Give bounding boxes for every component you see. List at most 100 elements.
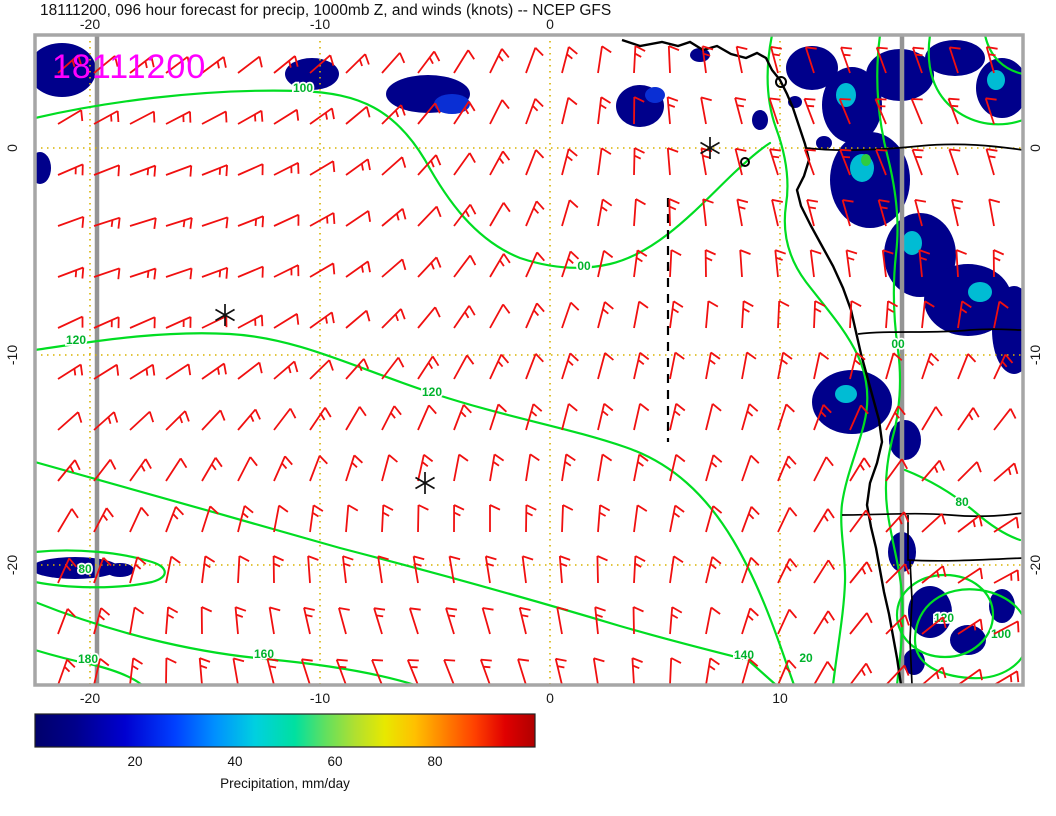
wind-barb bbox=[57, 508, 79, 533]
wind-barb bbox=[273, 213, 300, 227]
wind-barb bbox=[849, 352, 866, 380]
wind-barb bbox=[273, 108, 300, 125]
wind-barb bbox=[771, 198, 783, 227]
precip-patch bbox=[889, 420, 921, 460]
wind-barb bbox=[596, 555, 608, 584]
wind-barb bbox=[813, 559, 836, 584]
wind-barb bbox=[921, 565, 947, 584]
wind-barb bbox=[914, 199, 927, 227]
island-bioko bbox=[775, 76, 787, 88]
wind-barb bbox=[736, 198, 749, 227]
wind-barb bbox=[633, 147, 645, 176]
wind-barb bbox=[381, 405, 402, 431]
contour-label: 120 bbox=[422, 385, 442, 399]
wind-barb bbox=[417, 306, 441, 329]
wind-barb bbox=[741, 658, 759, 686]
asterisk-marker bbox=[215, 308, 235, 322]
wind-barb bbox=[777, 608, 798, 635]
wind-barb bbox=[165, 457, 188, 482]
wind-barb bbox=[335, 658, 348, 686]
wind-barb bbox=[345, 504, 359, 533]
contour-label: 180 bbox=[78, 652, 98, 666]
wind-barb bbox=[669, 504, 685, 533]
wind-barb bbox=[985, 148, 998, 176]
wind-barb bbox=[984, 97, 997, 125]
wind-barb bbox=[57, 109, 84, 125]
wind-barb bbox=[597, 453, 613, 482]
wind-barb bbox=[875, 46, 888, 74]
precip-patch bbox=[830, 132, 910, 228]
wind-barb bbox=[201, 505, 219, 533]
wind-barb bbox=[525, 200, 545, 227]
colorbar-tick: 20 bbox=[127, 754, 142, 769]
wind-barb bbox=[741, 607, 759, 635]
wind-barb bbox=[489, 453, 505, 482]
wind-barb bbox=[381, 454, 398, 482]
x-tick-bottom: 10 bbox=[772, 690, 788, 706]
wind-barb bbox=[345, 260, 371, 278]
wind-barb bbox=[993, 569, 1020, 584]
wind-barb bbox=[371, 659, 384, 686]
wind-barb bbox=[266, 657, 279, 686]
wind-barb bbox=[201, 266, 229, 279]
wind-barb bbox=[417, 256, 442, 278]
wind-barb bbox=[554, 657, 567, 686]
wind-barb bbox=[877, 199, 890, 227]
precip-patch bbox=[812, 370, 892, 434]
wind-barb bbox=[633, 453, 649, 482]
wind-barb bbox=[237, 361, 263, 380]
precip-patch bbox=[989, 589, 1015, 623]
wind-barb bbox=[273, 161, 300, 176]
wind-barb bbox=[129, 506, 150, 533]
wind-barb bbox=[813, 508, 835, 533]
wind-barb bbox=[309, 262, 336, 278]
wind-barb bbox=[777, 403, 795, 431]
wind-barb bbox=[417, 355, 440, 380]
colorbar-ticks: 20 40 60 80 bbox=[127, 754, 442, 769]
wind-barb bbox=[669, 555, 684, 584]
wind-barb bbox=[93, 110, 120, 125]
wind-barb bbox=[453, 152, 476, 176]
wind-barb bbox=[741, 300, 754, 329]
contour-topright-1 bbox=[927, 35, 1023, 126]
wind-barb bbox=[947, 97, 960, 125]
wind-barb bbox=[521, 555, 534, 584]
wind-barb bbox=[741, 556, 760, 584]
wind-barb bbox=[556, 606, 569, 635]
wind-barb bbox=[705, 505, 723, 533]
precip-patch bbox=[902, 231, 922, 255]
precip-patch bbox=[950, 625, 986, 655]
wind-barb bbox=[417, 154, 442, 176]
wind-barb bbox=[957, 668, 983, 686]
contour-label: 160 bbox=[254, 647, 274, 661]
wind-barb bbox=[417, 404, 437, 431]
wind-barb bbox=[93, 55, 119, 74]
wind-barb bbox=[633, 198, 646, 227]
wind-barb bbox=[633, 249, 648, 278]
wind-barb bbox=[777, 300, 790, 329]
coastline bbox=[621, 38, 1023, 685]
wind-barb bbox=[700, 96, 712, 125]
wind-barb bbox=[489, 353, 510, 380]
wind-barb bbox=[489, 48, 510, 74]
wind-barb bbox=[561, 453, 576, 482]
wind-barb bbox=[309, 455, 328, 482]
wind-barb bbox=[345, 210, 371, 227]
contour-160 bbox=[35, 600, 417, 685]
wind-barb bbox=[921, 406, 943, 431]
wind-barb bbox=[129, 458, 152, 482]
wind-barb bbox=[955, 249, 967, 278]
wind-barb bbox=[993, 462, 1019, 482]
wind-barb bbox=[129, 55, 155, 74]
wind-barb bbox=[558, 555, 571, 584]
wind-barb bbox=[273, 504, 289, 533]
wind-barb bbox=[741, 403, 759, 431]
wind-barb bbox=[633, 504, 648, 533]
wind-barb bbox=[417, 102, 441, 125]
wind-barb bbox=[770, 46, 782, 74]
precip-patch bbox=[925, 40, 985, 76]
wind-barb bbox=[918, 249, 931, 278]
wind-barb bbox=[237, 265, 264, 278]
wind-barb bbox=[849, 612, 873, 635]
colorbar-gradient-bar bbox=[34, 713, 536, 748]
